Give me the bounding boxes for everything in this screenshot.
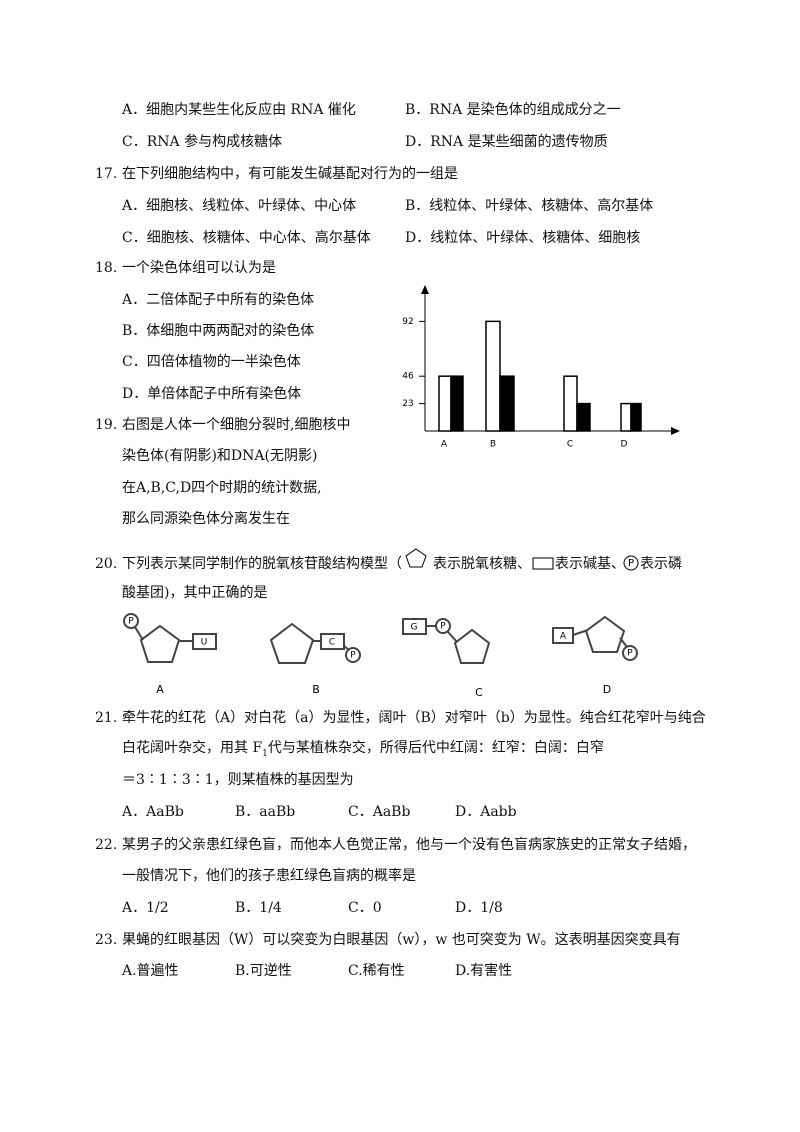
option: D．单倍体配子中所有染色体: [122, 386, 302, 402]
question-stem: 一个染色体组可以认为是: [122, 260, 276, 276]
question-stem: ＝3∶1∶3∶1，则某植株的基因型为: [122, 772, 354, 788]
option: A．AaBb: [122, 804, 184, 820]
option: A．二倍体配子中所有的染色体: [122, 292, 315, 308]
bar: [499, 375, 515, 432]
x-tick-label: D: [621, 440, 628, 450]
phosphate-letter: P: [627, 649, 633, 659]
text: 白花阔叶杂交，用其 F: [122, 740, 263, 756]
option: A．细胞核、线粒体、叶绿体、中心体: [122, 198, 357, 214]
option: B．aaBb: [235, 804, 296, 820]
axis-arrow: [421, 285, 429, 294]
bar-chart: 23 46 92 A B C D: [402, 317, 642, 450]
option: C．AaBb: [348, 804, 411, 820]
question-stem: 果蝇的红眼基因（W）可以突变为白眼基因（w），w 也可突变为 W。这表明基因突变…: [122, 932, 681, 948]
base-letter: G: [411, 623, 418, 633]
diagram-b: [269, 622, 361, 664]
question-stem: 表示脱氧核糖、: [433, 556, 531, 572]
bar: [576, 402, 591, 432]
bar: [450, 375, 464, 432]
question-stem: 那么同源染色体分离发生在: [122, 511, 290, 527]
question-number: 21.: [95, 710, 118, 726]
bar: [563, 375, 578, 432]
x-tick-label: C: [567, 440, 573, 450]
bar: [620, 402, 632, 432]
base-letter: C: [329, 638, 335, 648]
question-stem: 牵牛花的红花（A）对白花（a）为显性，阔叶（B）对窄叶（b）为显性。纯合红花窄叶…: [122, 710, 706, 726]
bar: [630, 402, 642, 432]
option: A.普遍性: [122, 963, 179, 979]
option: B．线粒体、叶绿体、核糖体、高尔基体: [405, 198, 654, 214]
diagram-label: D: [603, 683, 611, 696]
y-tick-label: 92: [402, 317, 413, 327]
option: C．四倍体植物的一半染色体: [122, 354, 301, 370]
base-letter: U: [201, 638, 208, 648]
question-stem: 染色体(有阴影)和DNA(无阴影): [122, 448, 318, 464]
phosphate-letter: P: [128, 617, 134, 627]
phosphate-letter: P: [628, 558, 634, 569]
option: C．0: [348, 900, 382, 916]
diagram-label: B: [312, 683, 320, 696]
question-stem: 下列表示某同学制作的脱氧核苷酸结构模型（: [122, 556, 402, 572]
option: B．RNA 是染色体的组成成分之一: [405, 102, 621, 118]
option: B．1/4: [235, 900, 282, 916]
option: D．RNA 是某些细菌的遗传物质: [405, 134, 608, 150]
y-tick-label: 23: [402, 399, 413, 409]
question-stem: 酸基团)，其中正确的是: [122, 585, 268, 601]
option: D.有害性: [455, 963, 513, 979]
question-number: 18.: [95, 260, 118, 276]
x-tick-label: A: [441, 440, 448, 450]
option: D．1/8: [455, 900, 503, 916]
phosphate-letter: P: [440, 622, 446, 632]
diagram-label: A: [156, 683, 164, 696]
diagram-label: C: [475, 686, 483, 699]
question-stem: 在下列细胞结构中，有可能发生碱基配对行为的一组是: [122, 166, 458, 182]
option: A．1/2: [122, 900, 169, 916]
option: D．线粒体、叶绿体、核糖体、细胞核: [405, 230, 641, 246]
phosphate-icon: [623, 555, 639, 571]
option: A．细胞内某些生化反应由 RNA 催化: [122, 102, 356, 118]
rect-icon: [532, 557, 554, 570]
question-number: 22.: [95, 837, 118, 853]
bar: [485, 320, 501, 432]
base-letter: A: [560, 632, 567, 642]
diagram-a: [123, 613, 217, 663]
option: B．体细胞中两两配对的染色体: [122, 323, 315, 339]
option: C.稀有性: [348, 963, 405, 979]
option: D．Aabb: [455, 804, 517, 820]
bar: [438, 375, 452, 432]
question-stem: 表示碱基、: [555, 556, 625, 572]
question-stem: 在A,B,C,D四个时期的统计数据,: [122, 480, 322, 496]
question-number: 17.: [95, 166, 118, 182]
axis-arrow: [671, 427, 680, 435]
question-number: 19.: [95, 417, 118, 433]
diagram-c: [402, 618, 491, 664]
question-number: 23.: [95, 932, 118, 948]
option: B.可逆性: [235, 963, 292, 979]
y-tick-label: 46: [402, 372, 414, 382]
question-stem: 一般情况下，他们的孩子患红绿色盲病的概率是: [122, 868, 416, 884]
option: C．RNA 参与构成核糖体: [122, 134, 283, 150]
question-number: 20.: [95, 556, 118, 572]
question-stem: 白花阔叶杂交，用其 F1代与某植株杂交，所得后代中红阔：红窄：白阔：白窄: [122, 739, 604, 763]
phosphate-letter: P: [350, 651, 356, 661]
question-stem: 某男子的父亲患红绿色盲，而他本人色觉正常，他与一个没有色盲病家族史的正常女子结婚…: [122, 837, 696, 853]
question-stem: 表示磷: [640, 556, 682, 572]
option: C．细胞核、核糖体、中心体、高尔基体: [122, 230, 371, 246]
x-tick-label: B: [490, 440, 496, 450]
diagram-d: [552, 615, 638, 661]
subscript: 1: [262, 748, 268, 759]
text: 代与某植株杂交，所得后代中红阔：红窄：白阔：白窄: [267, 740, 604, 756]
pentagon-icon: [405, 548, 427, 568]
question-stem: 右图是人体一个细胞分裂时,细胞核中: [122, 417, 351, 433]
